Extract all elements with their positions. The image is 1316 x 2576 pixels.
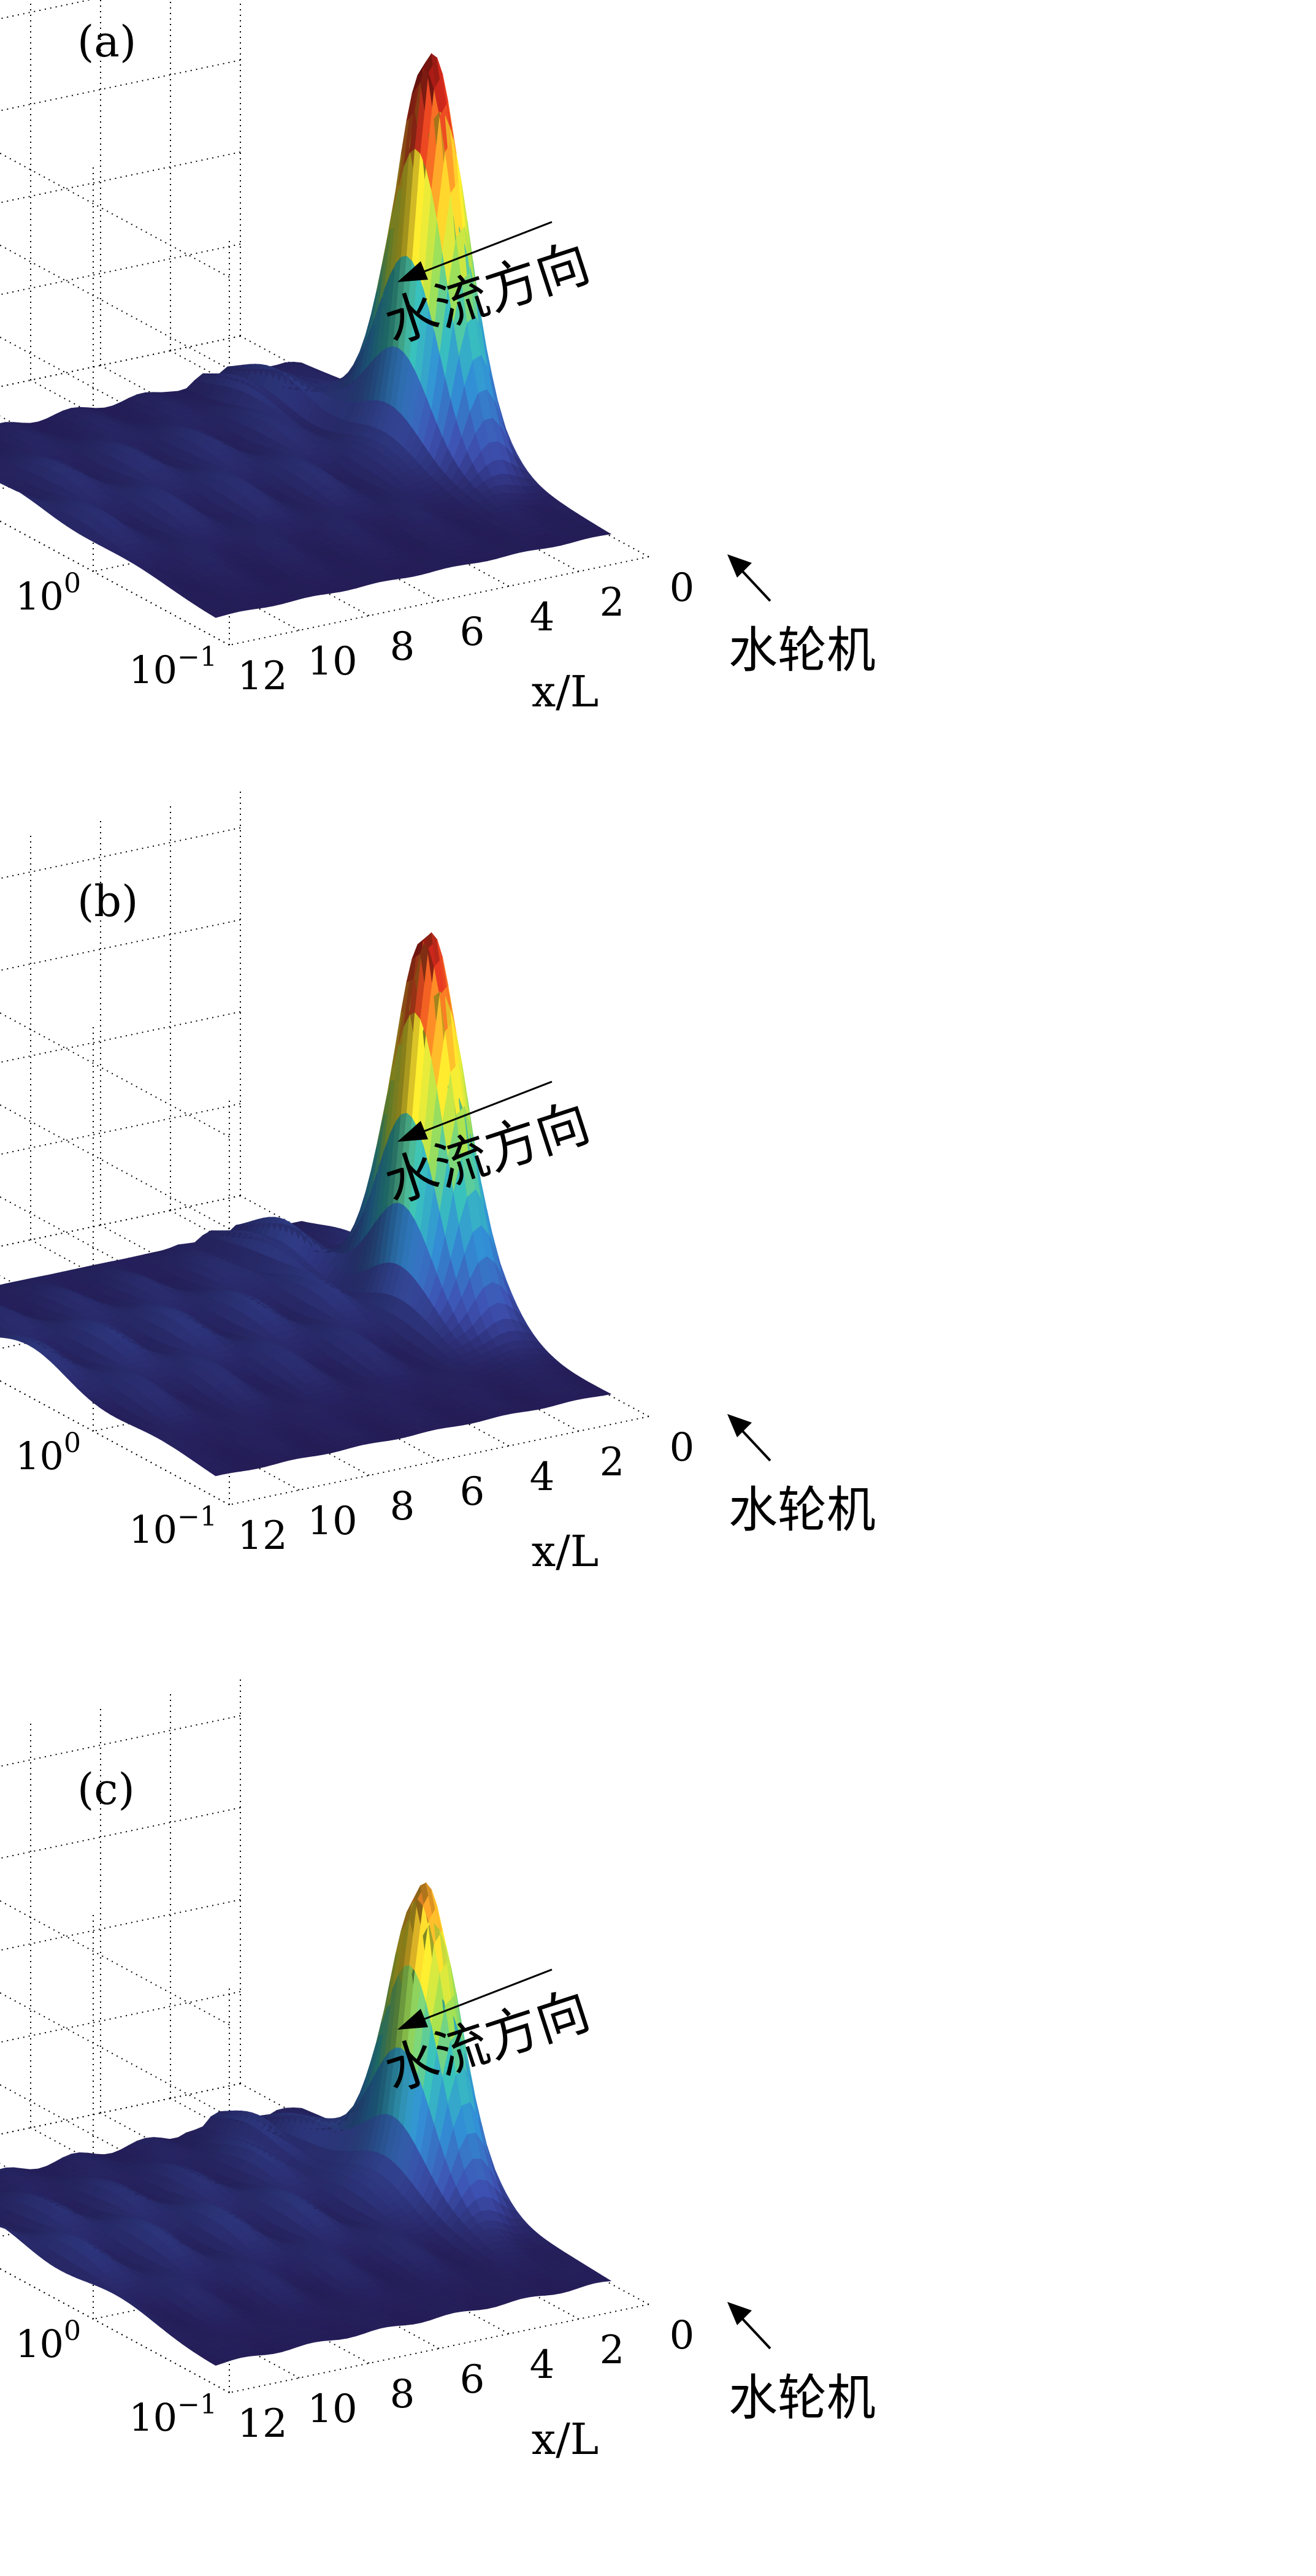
f-tick-exponent: 0 [64,568,81,599]
surface-plot [0,931,612,1477]
axes: 00.050.100.150.20fG10210110010−1f/fb0246… [15,565,695,717]
grid-line [0,1011,241,1063]
x-axis-label: x/L [532,667,599,717]
grid-line [0,919,241,971]
grid-line [0,151,241,204]
x-tick-label: 12 [237,654,287,699]
grid-line [0,152,230,278]
f-tick-exponent: −1 [177,641,217,673]
chart-panel-a: 00.050.100.150.20fG10210110010−1f/fb0246… [0,0,876,717]
f-tick-label: 10−1 [129,641,217,692]
x-tick-label: 10 [307,639,357,684]
x-tick-label: 6 [460,610,485,655]
x-tick-label: 0 [670,565,695,611]
grid-line [0,1012,230,1137]
panel-label: (a) [77,17,136,67]
x-tick-label: 2 [600,580,625,625]
turbine-arrowhead-icon [727,554,752,578]
grid-line [0,243,241,296]
grid-line [0,244,230,370]
x-tick-label: 8 [390,624,415,670]
x-tick-label: 4 [530,595,555,640]
grid-line [0,520,230,646]
grid-line [0,1103,241,1155]
chart-panel-b: 00.050.100.150.20fG10210110010−1f/fb0246… [0,791,876,1577]
turbine-label: 水轮机 [729,622,876,679]
f-tick-label: 100 [15,568,81,619]
grid-line [0,59,241,112]
surface-plot [0,53,612,618]
